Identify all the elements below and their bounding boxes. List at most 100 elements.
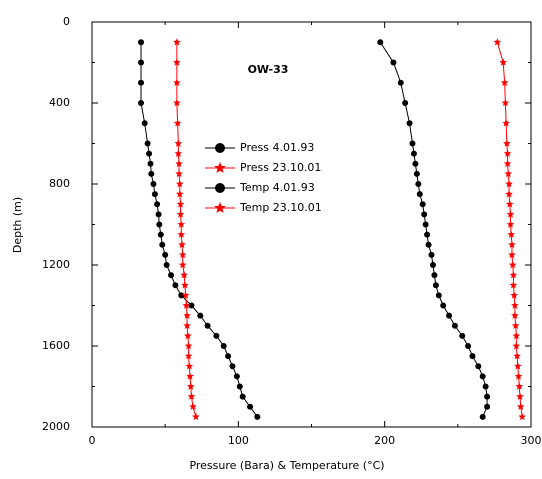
circle-marker bbox=[431, 272, 438, 279]
y-tick-label: 800 bbox=[49, 177, 70, 190]
star-marker bbox=[176, 200, 185, 208]
circle-marker bbox=[188, 302, 195, 309]
circle-marker bbox=[412, 160, 419, 167]
legend-label: Press 4.01.93 bbox=[240, 141, 314, 154]
circle-marker bbox=[254, 413, 261, 420]
star-marker bbox=[507, 230, 516, 238]
star-marker bbox=[518, 412, 527, 421]
circle-marker bbox=[409, 140, 416, 147]
series-line bbox=[496, 42, 523, 417]
star-marker bbox=[516, 402, 525, 410]
circle-marker bbox=[406, 120, 413, 127]
circle-marker bbox=[446, 312, 453, 319]
circle-marker bbox=[410, 150, 417, 157]
star-marker bbox=[184, 331, 192, 340]
circle-marker bbox=[239, 393, 246, 400]
star-marker bbox=[178, 261, 187, 269]
star-marker bbox=[515, 382, 524, 390]
circle-marker bbox=[172, 282, 179, 289]
star-marker bbox=[180, 271, 188, 279]
circle-marker bbox=[229, 363, 236, 370]
circle-marker bbox=[163, 262, 170, 268]
x-tick-label: 0 bbox=[89, 434, 96, 447]
star-marker bbox=[508, 261, 517, 269]
circle-marker bbox=[215, 183, 225, 193]
circle-marker bbox=[162, 251, 169, 258]
star-marker bbox=[178, 250, 187, 259]
circle-marker bbox=[178, 292, 185, 299]
circle-marker bbox=[440, 302, 447, 309]
star-marker bbox=[185, 362, 194, 370]
circle-marker bbox=[236, 383, 243, 390]
star-marker bbox=[514, 372, 523, 380]
circle-marker bbox=[151, 191, 158, 198]
star-marker bbox=[187, 392, 196, 400]
circle-marker bbox=[469, 353, 476, 360]
star-marker bbox=[509, 281, 518, 289]
x-tick-label: 300 bbox=[521, 434, 542, 447]
circle-marker bbox=[451, 322, 458, 329]
star-marker bbox=[176, 210, 185, 218]
star-marker bbox=[214, 162, 226, 173]
series-line bbox=[176, 42, 197, 418]
circle-marker bbox=[479, 413, 486, 420]
star-marker bbox=[506, 210, 515, 218]
star-marker bbox=[184, 342, 193, 350]
circle-marker bbox=[482, 383, 489, 390]
star-marker bbox=[177, 220, 186, 228]
star-marker bbox=[173, 119, 182, 127]
star-marker bbox=[511, 311, 519, 319]
circle-marker bbox=[213, 332, 220, 339]
circle-marker bbox=[148, 170, 155, 177]
y-tick-label: 400 bbox=[49, 96, 70, 109]
circle-marker bbox=[155, 211, 162, 218]
star-marker bbox=[503, 159, 512, 167]
star-marker bbox=[508, 240, 516, 248]
circle-marker bbox=[402, 100, 409, 106]
circle-marker bbox=[220, 343, 227, 349]
star-marker bbox=[510, 291, 518, 299]
circle-marker bbox=[159, 241, 166, 248]
circle-marker bbox=[390, 59, 397, 66]
circle-marker bbox=[138, 79, 145, 86]
circle-marker bbox=[157, 231, 164, 238]
star-marker bbox=[177, 230, 186, 238]
star-marker bbox=[501, 99, 510, 107]
circle-marker bbox=[484, 393, 491, 400]
circle-marker bbox=[413, 170, 420, 177]
star-marker bbox=[176, 190, 184, 198]
circle-marker bbox=[247, 403, 254, 410]
legend-label: Press 23.10.01 bbox=[240, 161, 321, 174]
x-tick-label: 200 bbox=[374, 434, 395, 447]
circle-marker bbox=[168, 272, 175, 279]
star-marker bbox=[509, 271, 518, 279]
circle-marker bbox=[144, 140, 151, 147]
star-marker bbox=[175, 159, 183, 167]
circle-marker bbox=[415, 181, 422, 187]
star-marker bbox=[506, 220, 515, 228]
star-marker bbox=[516, 392, 524, 400]
star-marker bbox=[183, 321, 191, 329]
star-marker bbox=[175, 169, 183, 178]
y-tick-label: 1600 bbox=[42, 339, 70, 352]
y-tick-label: 0 bbox=[63, 15, 70, 28]
star-marker bbox=[186, 382, 195, 390]
circle-marker bbox=[150, 181, 157, 187]
star-marker bbox=[181, 291, 190, 299]
annotation: OW-33 bbox=[248, 63, 289, 76]
series-line bbox=[379, 41, 488, 418]
circle-marker bbox=[429, 262, 436, 268]
series-line bbox=[140, 42, 258, 418]
circle-marker bbox=[377, 39, 384, 46]
star-marker bbox=[511, 301, 519, 309]
star-marker bbox=[182, 301, 191, 309]
y-tick-label: 1200 bbox=[42, 258, 70, 271]
star-marker bbox=[508, 250, 516, 259]
circle-marker bbox=[397, 79, 404, 86]
star-marker bbox=[174, 139, 183, 147]
circle-marker bbox=[428, 251, 435, 258]
circle-marker bbox=[225, 353, 232, 360]
star-marker bbox=[500, 78, 509, 86]
circle-marker bbox=[154, 201, 161, 208]
